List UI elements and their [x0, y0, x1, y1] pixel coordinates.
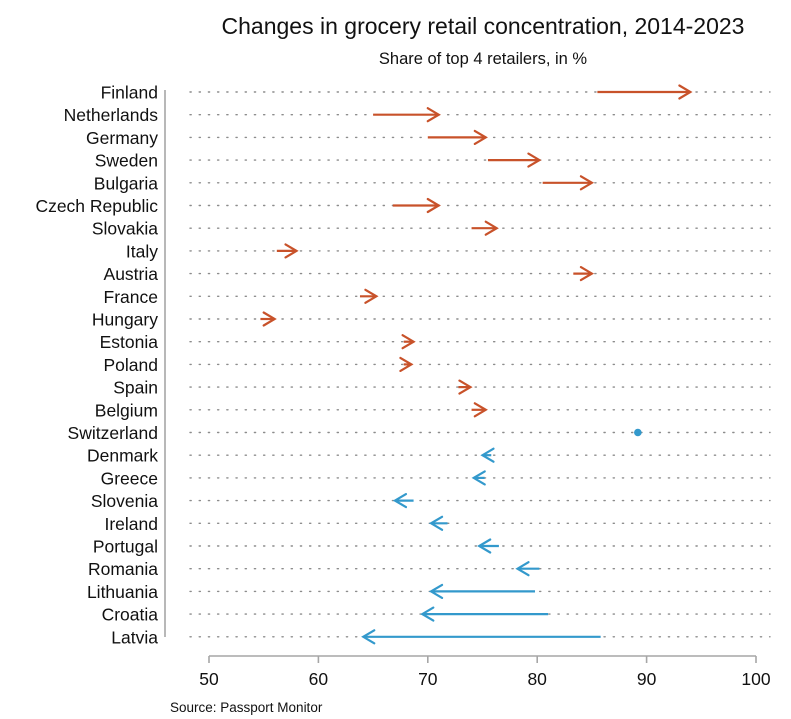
increase-arrow: [373, 107, 441, 123]
arrow-head: [515, 561, 530, 577]
category-label: Bulgaria: [94, 173, 158, 193]
gridlines: [189, 91, 771, 638]
arrow-head: [428, 583, 444, 600]
arrow-head: [480, 447, 495, 463]
category-label: Germany: [86, 128, 158, 148]
category-label: France: [104, 287, 158, 307]
increase-arrow: [471, 220, 499, 236]
arrow-head: [284, 243, 299, 259]
category-label: Portugal: [93, 537, 158, 557]
arrow-head: [420, 606, 435, 622]
x-tick-label: 70: [418, 669, 438, 689]
arrow-head: [471, 470, 486, 486]
arrow-head: [527, 152, 542, 168]
decrease-arrow: [477, 538, 499, 554]
category-label: Hungary: [92, 310, 158, 330]
arrow-head: [473, 402, 488, 418]
arrow-head: [473, 129, 488, 145]
increase-arrow: [487, 152, 542, 168]
decrease-arrow: [361, 629, 601, 645]
arrow-head: [458, 379, 473, 395]
chart-source: Source: Passport Monitor: [170, 700, 323, 715]
category-label: Italy: [126, 241, 158, 261]
arrow-head: [678, 84, 693, 100]
category-label: Poland: [104, 355, 159, 375]
arrow-marks: [260, 84, 693, 645]
category-label: Latvia: [111, 627, 158, 647]
arrow-head: [399, 356, 414, 372]
x-tick-label: 60: [309, 669, 329, 689]
arrow-head: [401, 334, 416, 350]
x-axis-ticks: 50 60 70 80 90 100: [199, 656, 771, 689]
decrease-arrow: [392, 493, 414, 509]
decrease-arrow: [420, 606, 549, 622]
x-tick-label: 100: [741, 669, 770, 689]
category-label: Austria: [104, 264, 159, 284]
x-tick-label: 50: [199, 669, 219, 689]
category-label: Croatia: [102, 605, 159, 625]
arrow-head: [426, 107, 441, 123]
category-label: Switzerland: [68, 423, 158, 443]
arrow-head: [262, 311, 277, 327]
x-tick-label: 90: [637, 669, 657, 689]
chart-title: Changes in grocery retail concentration,…: [222, 13, 745, 39]
decrease-arrow: [428, 583, 536, 600]
category-label: Netherlands: [64, 105, 159, 125]
increase-arrow: [458, 379, 473, 395]
arrow-head: [579, 175, 595, 191]
category-label: Belgium: [95, 400, 158, 420]
increase-arrow: [597, 84, 693, 100]
arrow-head: [364, 288, 379, 304]
increase-arrow: [471, 402, 488, 418]
arrow-head: [428, 515, 444, 531]
increase-arrow: [399, 356, 414, 372]
decrease-arrow: [515, 561, 540, 577]
chart-subtitle: Share of top 4 retailers, in %: [379, 50, 588, 68]
arrow-head: [361, 629, 376, 645]
increase-arrow: [359, 288, 379, 304]
arrow-head: [426, 197, 441, 214]
increase-arrow: [392, 197, 441, 214]
increase-arrow: [427, 129, 488, 145]
arrow-head: [477, 538, 492, 554]
arrow-head: [579, 266, 595, 282]
increase-arrow: [401, 334, 416, 350]
increase-arrow: [260, 311, 277, 327]
category-label: Denmark: [87, 446, 158, 466]
category-label: Romania: [88, 559, 158, 579]
unchanged-point: [634, 428, 642, 437]
decrease-arrow: [428, 515, 448, 531]
arrow-head: [484, 220, 499, 236]
category-label: Slovakia: [92, 219, 158, 239]
category-label: Ireland: [104, 514, 158, 534]
category-label: Spain: [113, 378, 158, 398]
x-tick-label: 80: [527, 669, 547, 689]
increase-arrow: [573, 266, 595, 282]
category-label: Sweden: [95, 151, 158, 171]
decrease-arrow: [471, 470, 486, 486]
category-label: Estonia: [100, 332, 159, 352]
category-label: Slovenia: [91, 491, 158, 511]
increase-arrow: [542, 175, 595, 191]
category-label: Greece: [101, 468, 158, 488]
decrease-arrow: [480, 447, 495, 463]
category-label: Czech Republic: [35, 196, 158, 216]
arrow-head: [392, 493, 408, 509]
category-label: Lithuania: [87, 582, 158, 602]
category-label: Finland: [101, 83, 158, 103]
increase-arrow: [276, 243, 299, 259]
